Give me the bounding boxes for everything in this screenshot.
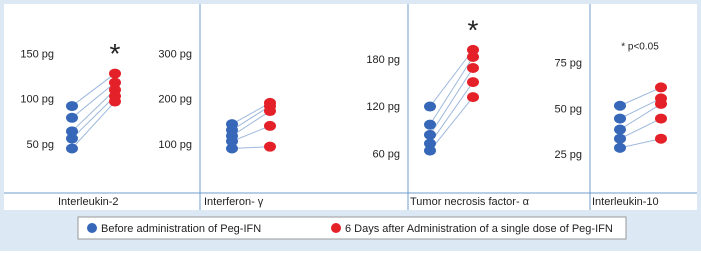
dot [424, 119, 436, 130]
pair-line [71, 95, 116, 139]
pair-line [619, 138, 662, 149]
dot [109, 68, 121, 79]
y-tick-label: 60 pg [372, 148, 400, 160]
y-tick-label: 75 pg [554, 58, 582, 70]
y-tick-label: 100 pg [20, 94, 54, 106]
dot [614, 124, 626, 135]
legend-label: 6 Days after Administration of a single … [345, 223, 613, 235]
dot [655, 113, 667, 124]
y-tick-label: 120 pg [366, 101, 400, 113]
pair-line [71, 73, 116, 107]
legend-label: Before administration of Peg-IFN [101, 223, 261, 235]
pair-line [619, 86, 662, 107]
dot [614, 142, 626, 153]
legend-marker [87, 223, 97, 233]
dot [66, 143, 78, 154]
dot [424, 101, 436, 112]
y-tick-label: 25 pg [554, 149, 582, 161]
dot [614, 113, 626, 124]
dot [467, 92, 479, 103]
dot [614, 100, 626, 111]
dot [109, 77, 121, 88]
x-axis-label: Interferon- γ [204, 196, 264, 208]
dot [226, 136, 238, 147]
y-tick-label: 300 pg [158, 49, 192, 61]
dot [424, 129, 436, 140]
plot-panel [4, 4, 697, 210]
x-axis-label: Interleukin-10 [592, 196, 659, 208]
dot [66, 112, 78, 123]
dot [264, 120, 276, 131]
dot [467, 44, 479, 55]
y-tick-label: 200 pg [158, 94, 192, 106]
dot [467, 77, 479, 88]
dot [424, 145, 436, 156]
pair-line [429, 56, 474, 125]
pair-line [429, 67, 474, 136]
y-tick-label: 50 pg [26, 139, 54, 151]
dot [66, 133, 78, 144]
dot [66, 126, 78, 137]
legend-box [77, 216, 627, 240]
pair-line [429, 49, 474, 107]
annotation: * p<0.05 [621, 42, 659, 53]
dot [655, 82, 667, 93]
pair-line [71, 101, 116, 149]
pair-line [429, 96, 474, 151]
pair-line [231, 105, 271, 131]
dot [109, 96, 121, 107]
pair-line [231, 125, 271, 142]
y-tick-label: 150 pg [20, 49, 54, 61]
dot [614, 133, 626, 144]
dot [424, 138, 436, 149]
pair-line [619, 103, 662, 130]
y-tick-label: 100 pg [158, 139, 192, 151]
pair-line [71, 89, 116, 132]
pair-line [231, 146, 271, 149]
dot [264, 141, 276, 152]
y-tick-label: 180 pg [366, 54, 400, 66]
dot [66, 101, 78, 112]
dot [264, 106, 276, 117]
pair-line [619, 118, 662, 140]
pair-line [71, 82, 116, 119]
dot [467, 62, 479, 73]
annotation: * [468, 14, 479, 45]
dot [655, 98, 667, 109]
x-axis-label: Interleukin-2 [58, 196, 119, 208]
legend-marker [331, 223, 341, 233]
x-axis-label: Tumor necrosis factor- α [410, 196, 530, 208]
pair-line [231, 110, 271, 137]
dot [467, 51, 479, 62]
dot [655, 133, 667, 144]
annotation: * [110, 38, 121, 69]
dot [226, 143, 238, 154]
y-tick-label: 50 pg [554, 103, 582, 115]
pair-line [231, 102, 271, 125]
pair-line [619, 97, 662, 120]
pair-line [429, 81, 474, 144]
